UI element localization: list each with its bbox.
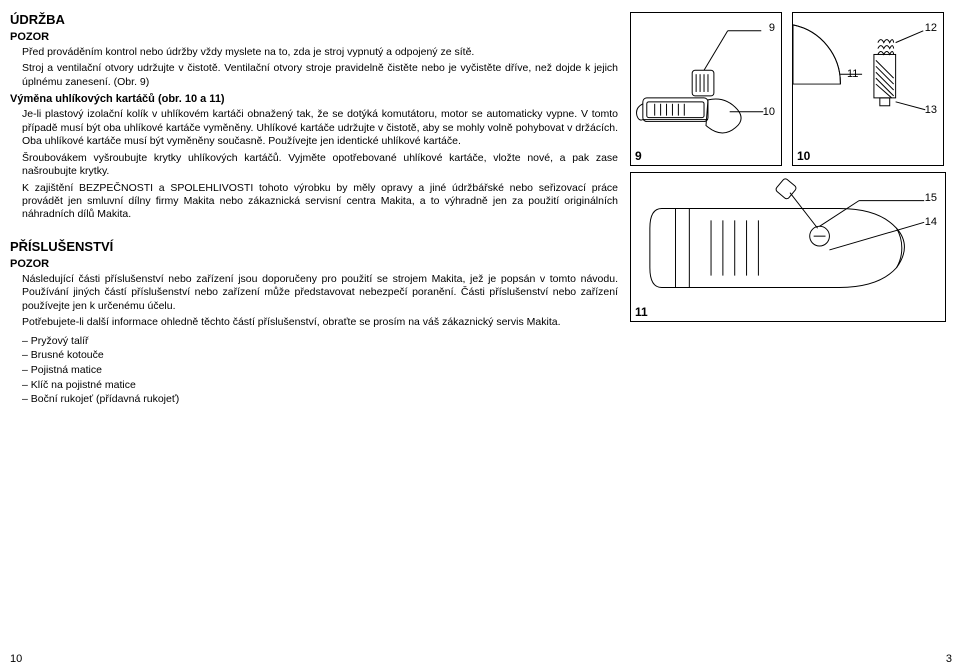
maintenance-p4: Šroubovákem vyšroubujte krytky uhlíkovýc… bbox=[22, 152, 618, 179]
figure-9-callout-10: 10 bbox=[763, 107, 775, 118]
accessories-p2: Potřebujete-li další informace ohledně t… bbox=[22, 316, 618, 329]
figure-9-illustration bbox=[631, 13, 781, 165]
accessories-list: Pryžový talíř Brusné kotouče Pojistná ma… bbox=[22, 334, 618, 407]
maintenance-p2: Stroj a ventilační otvory udržujte v čis… bbox=[22, 62, 618, 89]
list-item: Klíč na pojistné matice bbox=[22, 378, 618, 393]
footer-left-pagenum: 10 bbox=[10, 653, 22, 665]
figure-10: 11 12 13 10 bbox=[792, 12, 944, 166]
maintenance-subhead: Výměna uhlíkových kartáčů (obr. 10 a 11) bbox=[10, 93, 618, 105]
figure-11-callout-15: 15 bbox=[925, 193, 937, 204]
figure-11-callout-14: 14 bbox=[925, 217, 937, 228]
accessories-title: PŘÍSLUŠENSTVÍ bbox=[10, 239, 618, 254]
list-item: Pryžový talíř bbox=[22, 334, 618, 349]
footer-right-pagenum: 3 bbox=[946, 653, 952, 665]
page-footer: 10 3 bbox=[10, 653, 952, 665]
accessories-warn: POZOR bbox=[10, 258, 618, 270]
figure-9: 9 10 9 bbox=[630, 12, 782, 166]
figure-11: 15 14 11 bbox=[630, 172, 946, 322]
list-item: Pojistná matice bbox=[22, 363, 618, 378]
maintenance-warn: POZOR bbox=[10, 31, 618, 43]
maintenance-p1: Před prováděním kontrol nebo údržby vždy… bbox=[22, 46, 618, 59]
figure-10-callout-12: 12 bbox=[925, 23, 937, 34]
maintenance-p3: Je-li plastový izolační kolík v uhlíkové… bbox=[22, 108, 618, 148]
figure-11-illustration bbox=[631, 173, 945, 321]
figure-10-callout-13: 13 bbox=[925, 105, 937, 116]
figure-9-number: 9 bbox=[635, 149, 642, 163]
figure-11-number: 11 bbox=[635, 305, 648, 319]
figure-9-callout-9: 9 bbox=[769, 23, 775, 34]
page: ÚDRŽBA POZOR Před prováděním kontrol neb… bbox=[0, 0, 960, 671]
maintenance-p5: K zajištění BEZPEČNOSTI a SPOLEHLIVOSTI … bbox=[22, 182, 618, 222]
list-item: Brusné kotouče bbox=[22, 348, 618, 363]
content-columns: ÚDRŽBA POZOR Před prováděním kontrol neb… bbox=[10, 12, 952, 407]
accessories-p1: Následující části příslušenství nebo zař… bbox=[22, 273, 618, 313]
figure-10-number: 10 bbox=[797, 149, 810, 163]
left-column: ÚDRŽBA POZOR Před prováděním kontrol neb… bbox=[10, 12, 618, 407]
figure-10-illustration bbox=[793, 13, 943, 165]
figure-row-1: 9 10 9 bbox=[630, 12, 950, 166]
list-item: Boční rukojeť (přídavná rukojeť) bbox=[22, 392, 618, 407]
maintenance-title: ÚDRŽBA bbox=[10, 12, 618, 27]
figure-10-callout-11: 11 bbox=[847, 69, 858, 80]
right-column: 9 10 9 bbox=[630, 12, 950, 407]
